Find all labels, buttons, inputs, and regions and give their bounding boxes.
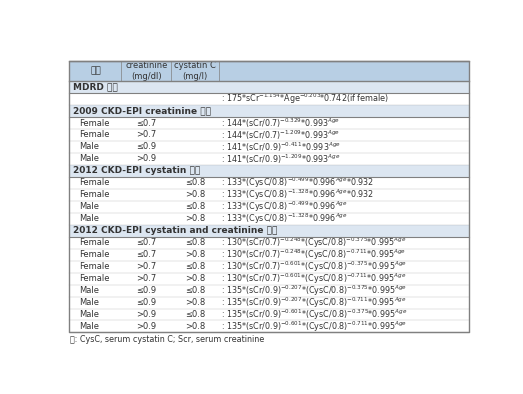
- Text: Female: Female: [79, 250, 110, 259]
- Bar: [70, 177, 469, 189]
- Text: Female: Female: [79, 130, 110, 139]
- Text: Female: Female: [79, 274, 110, 283]
- Text: ≤0.8: ≤0.8: [185, 238, 206, 247]
- Text: : 130*(sCr/0.7)$^{-0.248}$*(CysC/0.8)$^{-0.711}$*0.995$^{Age}$: : 130*(sCr/0.7)$^{-0.248}$*(CysC/0.8)$^{…: [221, 247, 406, 262]
- Text: 2012 CKD-EPI cystatin 공식: 2012 CKD-EPI cystatin 공식: [73, 166, 200, 175]
- Text: Female: Female: [79, 119, 110, 128]
- Text: creatinine
(mg/dl): creatinine (mg/dl): [125, 61, 167, 81]
- Bar: [70, 141, 469, 153]
- Bar: [70, 320, 469, 333]
- Text: : 144*(sCr/0.7)$^{-0.329}$*0.993$^{Age}$: : 144*(sCr/0.7)$^{-0.329}$*0.993$^{Age}$: [221, 116, 340, 130]
- Bar: [70, 153, 469, 165]
- Text: 2012 CKD-EPI cystatin and creatinine 공식: 2012 CKD-EPI cystatin and creatinine 공식: [73, 226, 277, 235]
- Text: >0.9: >0.9: [136, 310, 156, 319]
- Text: : 144*(sCr/0.7)$^{-1.209}$*0.993$^{Age}$: : 144*(sCr/0.7)$^{-1.209}$*0.993$^{Age}$: [221, 128, 340, 142]
- Text: Female: Female: [79, 190, 110, 199]
- Text: Female: Female: [79, 262, 110, 271]
- Bar: [70, 61, 469, 81]
- Text: >0.8: >0.8: [185, 322, 206, 331]
- Text: ≤0.7: ≤0.7: [136, 238, 156, 247]
- Text: Female: Female: [79, 238, 110, 247]
- Text: ≤0.7: ≤0.7: [136, 250, 156, 259]
- Text: 성별: 성별: [90, 67, 101, 76]
- Bar: [70, 165, 469, 177]
- Bar: [70, 225, 469, 237]
- Bar: [70, 189, 469, 201]
- Text: : 175*sCr$^{-1.154}$*Age$^{-0.203}$*0.742(if female): : 175*sCr$^{-1.154}$*Age$^{-0.203}$*0.74…: [221, 92, 389, 106]
- Bar: [70, 61, 469, 333]
- Bar: [70, 105, 469, 117]
- Text: ≤0.9: ≤0.9: [136, 298, 156, 307]
- Text: >0.8: >0.8: [185, 214, 206, 223]
- Text: >0.7: >0.7: [136, 262, 156, 271]
- Bar: [70, 309, 469, 320]
- Text: MDRD 공식: MDRD 공식: [73, 83, 118, 92]
- Text: cystatin C
(mg/l): cystatin C (mg/l): [174, 61, 216, 81]
- Text: ≤0.7: ≤0.7: [136, 119, 156, 128]
- Text: Male: Male: [79, 310, 99, 319]
- Text: Male: Male: [79, 154, 99, 164]
- Text: >0.8: >0.8: [185, 250, 206, 259]
- Text: ≤0.8: ≤0.8: [185, 310, 206, 319]
- Text: Male: Male: [79, 202, 99, 211]
- Text: ≤0.8: ≤0.8: [185, 202, 206, 211]
- Bar: [70, 201, 469, 213]
- Bar: [70, 213, 469, 225]
- Text: Male: Male: [79, 214, 99, 223]
- Text: : 135*(sCr/0.9)$^{-0.601}$*(CysC/0.8)$^{-0.711}$*0.995$^{Age}$: : 135*(sCr/0.9)$^{-0.601}$*(CysC/0.8)$^{…: [221, 319, 407, 334]
- Text: Male: Male: [79, 286, 99, 295]
- Bar: [70, 117, 469, 129]
- Text: Male: Male: [79, 298, 99, 307]
- Bar: [70, 273, 469, 284]
- Bar: [70, 93, 469, 105]
- Bar: [70, 81, 469, 93]
- Text: ≤0.8: ≤0.8: [185, 286, 206, 295]
- Text: ≤0.9: ≤0.9: [136, 286, 156, 295]
- Bar: [70, 129, 469, 141]
- Bar: [70, 284, 469, 297]
- Text: ≤0.8: ≤0.8: [185, 178, 206, 188]
- Bar: [70, 297, 469, 309]
- Text: : 141*(sCr/0.9)$^{-1.209}$*0.993$^{Age}$: : 141*(sCr/0.9)$^{-1.209}$*0.993$^{Age}$: [221, 152, 341, 165]
- Text: : 130*(sCr/0.7)$^{-0.248}$*(CysC/0.8)$^{-0.375}$*0.995$^{Age}$: : 130*(sCr/0.7)$^{-0.248}$*(CysC/0.8)$^{…: [221, 236, 407, 250]
- Text: : 141*(sCr/0.9)$^{-0.411}$*0.993$^{Age}$: : 141*(sCr/0.9)$^{-0.411}$*0.993$^{Age}$: [221, 140, 341, 154]
- Text: : 133*(CysC/0.8)$^{-0.499}$*0.996$^{Age}$*0.932: : 133*(CysC/0.8)$^{-0.499}$*0.996$^{Age}…: [221, 176, 374, 190]
- Bar: [70, 261, 469, 273]
- Text: >0.7: >0.7: [136, 274, 156, 283]
- Text: >0.8: >0.8: [185, 298, 206, 307]
- Text: >0.8: >0.8: [185, 274, 206, 283]
- Bar: [70, 237, 469, 249]
- Text: : 133*(CysC/0.8)$^{-1.328}$*0.996$^{Age}$*0.932: : 133*(CysC/0.8)$^{-1.328}$*0.996$^{Age}…: [221, 188, 374, 202]
- Text: : 135*(sCr/0.9)$^{-0.207}$*(CysC/0.8)$^{-0.375}$*0.995$^{Age}$: : 135*(sCr/0.9)$^{-0.207}$*(CysC/0.8)$^{…: [221, 283, 407, 298]
- Text: : 133*(CysC/0.8)$^{-0.499}$*0.996$^{Age}$: : 133*(CysC/0.8)$^{-0.499}$*0.996$^{Age}…: [221, 200, 348, 214]
- Text: Female: Female: [79, 178, 110, 188]
- Text: 주: CysC, serum cystatin C; Scr, serum creatinine: 주: CysC, serum cystatin C; Scr, serum cr…: [70, 335, 265, 344]
- Text: : 130*(sCr/0.7)$^{-0.601}$*(CysC/0.8)$^{-0.375}$*0.995$^{Age}$: : 130*(sCr/0.7)$^{-0.601}$*(CysC/0.8)$^{…: [221, 259, 407, 274]
- Text: : 133*(CysC/0.8)$^{-1.328}$*0.996$^{Age}$: : 133*(CysC/0.8)$^{-1.328}$*0.996$^{Age}…: [221, 212, 348, 226]
- Text: : 135*(sCr/0.9)$^{-0.601}$*(CysC/0.8)$^{-0.375}$*0.995$^{Age}$: : 135*(sCr/0.9)$^{-0.601}$*(CysC/0.8)$^{…: [221, 307, 407, 322]
- Text: : 135*(sCr/0.9)$^{-0.207}$*(CysC/0.8)$^{-0.711}$*0.995$^{Age}$: : 135*(sCr/0.9)$^{-0.207}$*(CysC/0.8)$^{…: [221, 296, 407, 310]
- Text: >0.7: >0.7: [136, 130, 156, 139]
- Text: ≤0.8: ≤0.8: [185, 262, 206, 271]
- Text: >0.9: >0.9: [136, 322, 156, 331]
- Text: >0.8: >0.8: [185, 190, 206, 199]
- Text: ≤0.9: ≤0.9: [136, 143, 156, 151]
- Text: : 130*(sCr/0.7)$^{-0.601}$*(CysC/0.8)$^{-0.711}$*0.995$^{Age}$: : 130*(sCr/0.7)$^{-0.601}$*(CysC/0.8)$^{…: [221, 271, 406, 286]
- Text: Male: Male: [79, 143, 99, 151]
- Text: Male: Male: [79, 322, 99, 331]
- Bar: [70, 249, 469, 261]
- Text: >0.9: >0.9: [136, 154, 156, 164]
- Text: 2009 CKD-EPI creatinine 공식: 2009 CKD-EPI creatinine 공식: [73, 106, 211, 115]
